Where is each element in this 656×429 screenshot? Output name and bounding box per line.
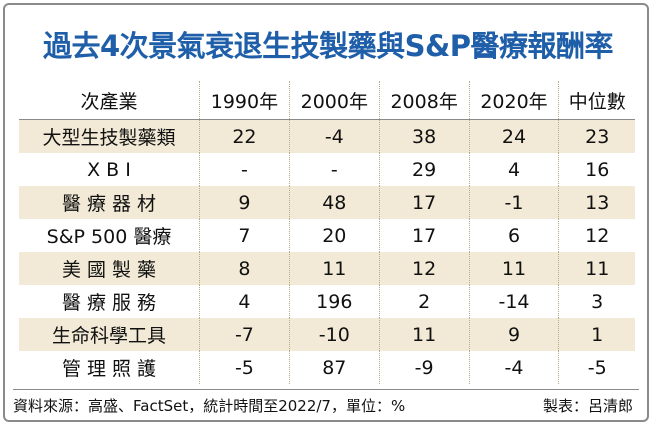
cell: -10 bbox=[288, 318, 380, 351]
cell: 11 bbox=[468, 252, 559, 285]
cell: -9 bbox=[378, 351, 470, 384]
cell: 22 bbox=[199, 119, 290, 153]
footer: 資料來源：高盛、FactSet，統計時間至2022/7，單位：% 製表：呂清郎 bbox=[13, 389, 639, 416]
cell: 2 bbox=[378, 285, 470, 318]
cell: 12 bbox=[558, 219, 635, 252]
cell: 4 bbox=[199, 285, 290, 318]
table-row: X B I - -29 4 16 bbox=[19, 153, 635, 186]
table-row: 大型生技製藥類 22 -4 38 24 23 bbox=[19, 119, 635, 153]
cell: 7 bbox=[199, 219, 290, 252]
cell: 1 bbox=[558, 318, 635, 351]
cell: 11 bbox=[378, 318, 470, 351]
cell: 16 bbox=[558, 153, 635, 186]
cell: 23 bbox=[558, 119, 635, 153]
cell: -4 bbox=[468, 351, 559, 384]
table-row: 醫 療 器 材 9 48 17 -1 13 bbox=[19, 186, 635, 219]
cell: - bbox=[199, 153, 290, 186]
cell: 8 bbox=[199, 252, 290, 285]
row-label: 大型生技製藥類 bbox=[19, 119, 200, 153]
source: 資料來源：高盛、FactSet，統計時間至2022/7，單位：% bbox=[13, 397, 406, 415]
cell: -1 bbox=[468, 186, 559, 219]
cell: 12 bbox=[378, 252, 470, 285]
cell: -5 bbox=[558, 351, 635, 384]
cell: 13 bbox=[558, 186, 635, 219]
cell: 24 bbox=[468, 119, 559, 153]
column-header: 2000年 bbox=[288, 81, 380, 120]
column-header: 1990年 bbox=[199, 81, 290, 120]
cell: -5 bbox=[199, 351, 290, 384]
table-row: 美 國 製 藥 8 11 12 11 11 bbox=[19, 252, 635, 285]
cell: 9 bbox=[468, 318, 559, 351]
header-row: 次產業 1990年 2000年 2008年 2020年 中位數 bbox=[19, 81, 635, 120]
cell: - bbox=[288, 153, 380, 186]
table-row: 醫 療 服 務 4 196 2 -14 3 bbox=[19, 285, 635, 318]
row-label: X B I bbox=[87, 158, 131, 181]
row-label: S&P 500 醫療 bbox=[46, 226, 172, 248]
column-header: 2008年 bbox=[378, 81, 470, 120]
cell: 11 bbox=[558, 252, 635, 285]
cell: 48 bbox=[288, 186, 380, 219]
table-row: 管 理 照 護 -5 87 -9 -4 -5 bbox=[19, 351, 635, 384]
cell: 3 bbox=[558, 285, 635, 318]
table: 次產業 1990年 2000年 2008年 2020年 中位數 大型生技製藥類 22 -4 38… bbox=[19, 81, 635, 384]
credit: 製表：呂清郎 bbox=[542, 397, 633, 415]
column-header: 2020年 bbox=[468, 81, 559, 120]
row-label: 生命科學工具 bbox=[19, 318, 200, 351]
cell: 6 bbox=[468, 219, 559, 252]
frame: 過去4次景氣衰退生技製藥與S&P醫療報酬率 次產業 1990年 2000年 2008年… bbox=[3, 3, 649, 422]
row-label: 醫 療 器 材 bbox=[19, 186, 200, 219]
table-row: S&P 500 醫療 7 20 17 6 12 bbox=[19, 219, 635, 252]
row-label: 醫 療 服 務 bbox=[61, 292, 157, 314]
table-body: 大型生技製藥類 22 -4 38 24 23 X B I - -29 4 16 醫 療 器 材 9 48 1… bbox=[19, 119, 635, 384]
cell: 87 bbox=[288, 351, 380, 384]
cell: 20 bbox=[288, 219, 380, 252]
row-label: 美 國 製 藥 bbox=[19, 252, 200, 285]
cell: -7 bbox=[199, 318, 290, 351]
cell: -14 bbox=[468, 285, 559, 318]
cell: 38 bbox=[378, 119, 470, 153]
title: 過去4次景氣衰退生技製藥與S&P醫療報酬率 bbox=[42, 29, 614, 63]
cell: 196 bbox=[288, 285, 380, 318]
column-header: 次產業 bbox=[19, 81, 200, 120]
cell: -4 bbox=[288, 119, 380, 153]
cell: 4 bbox=[468, 153, 559, 186]
cell: 11 bbox=[288, 252, 380, 285]
table-row: 生命科學工具 -7 -10 11 9 1 bbox=[19, 318, 635, 351]
cell: 17 bbox=[378, 219, 470, 252]
column-header: 中位數 bbox=[558, 81, 635, 120]
row-label: 管 理 照 護 bbox=[61, 358, 157, 380]
cell: 29 bbox=[378, 153, 470, 186]
cell: 9 bbox=[199, 186, 290, 219]
cell: 17 bbox=[378, 186, 470, 219]
